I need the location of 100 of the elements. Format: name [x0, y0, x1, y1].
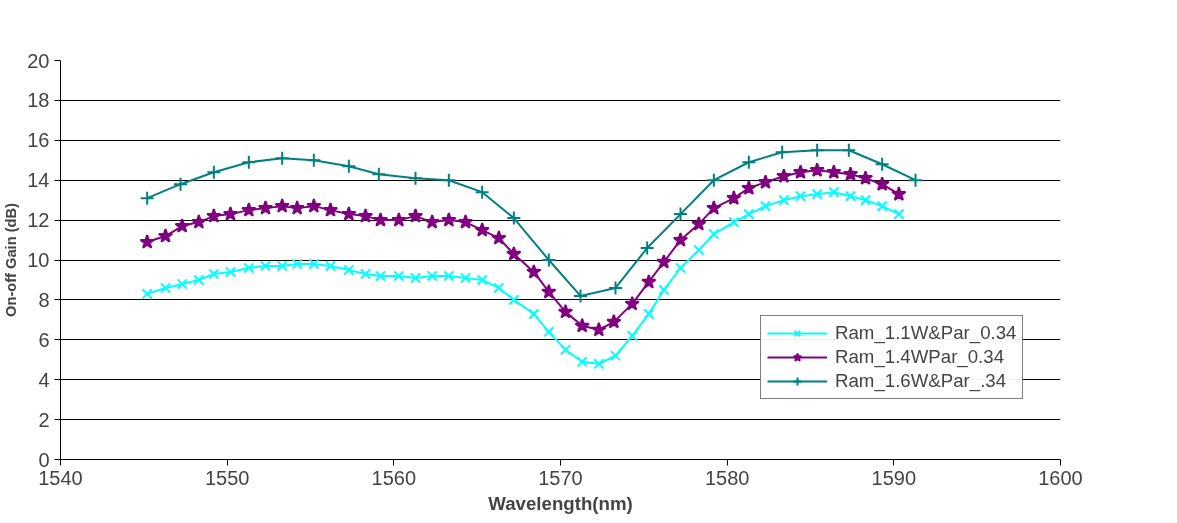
point	[224, 266, 237, 278]
point	[159, 282, 172, 294]
point	[508, 294, 520, 306]
y-tick-label: 6	[38, 328, 50, 351]
y-tick-label: 8	[38, 288, 50, 311]
point	[811, 188, 823, 200]
point	[844, 190, 857, 202]
point	[474, 184, 490, 200]
point	[208, 268, 220, 280]
point	[206, 164, 222, 180]
point	[792, 164, 809, 179]
legend-label: Ram_1.1W&Par_0.34	[835, 322, 1017, 344]
point	[656, 253, 672, 269]
point	[372, 212, 389, 227]
x-axis-title: Wavelength(nm)	[488, 492, 633, 514]
point	[606, 313, 622, 329]
point	[708, 228, 720, 240]
point	[276, 260, 288, 272]
point	[908, 172, 923, 188]
point	[357, 208, 374, 223]
point	[741, 180, 757, 195]
point	[674, 262, 687, 274]
point	[893, 208, 905, 220]
point	[874, 156, 890, 172]
point	[859, 194, 872, 206]
point	[359, 268, 372, 280]
point	[641, 273, 657, 289]
point	[289, 200, 305, 215]
point	[457, 214, 474, 229]
point	[506, 246, 522, 261]
point	[174, 218, 190, 233]
point	[424, 214, 440, 229]
y-tick-label: 14	[27, 169, 50, 192]
y-tick-label: 4	[38, 368, 50, 391]
point	[191, 214, 207, 229]
point	[741, 154, 757, 170]
point	[673, 206, 688, 222]
point	[609, 350, 622, 362]
x-tick-label: 1600	[1038, 466, 1083, 489]
point	[243, 262, 255, 274]
point	[541, 252, 557, 268]
point	[241, 202, 257, 217]
point	[474, 222, 490, 237]
point	[842, 166, 859, 181]
point	[841, 142, 857, 158]
point	[794, 190, 807, 202]
point	[891, 186, 907, 201]
point	[658, 284, 670, 296]
point	[726, 190, 742, 205]
x-tick-label: 1590	[871, 466, 917, 489]
point	[274, 150, 290, 166]
y-tick-label: 20	[27, 49, 50, 72]
point	[443, 270, 455, 282]
point	[459, 272, 472, 284]
y-tick-label: 10	[27, 249, 50, 271]
point	[322, 202, 339, 217]
point	[608, 280, 623, 296]
point	[776, 168, 792, 183]
y-tick-label: 2	[38, 408, 50, 431]
point	[193, 274, 205, 286]
point	[706, 172, 722, 188]
point	[559, 344, 572, 356]
point	[173, 176, 188, 192]
point	[139, 190, 155, 206]
point	[573, 288, 588, 304]
point	[728, 216, 740, 228]
point	[274, 198, 290, 213]
point	[624, 295, 640, 311]
point	[759, 200, 772, 212]
y-tick-label: 18	[27, 89, 50, 112]
y-axis-title: On-off Gain (dB)	[3, 202, 20, 317]
point	[493, 282, 505, 294]
point	[441, 212, 457, 227]
x-tick-label: 1560	[371, 466, 417, 489]
point	[809, 142, 825, 158]
point	[341, 158, 357, 174]
point	[557, 303, 574, 319]
point	[341, 206, 357, 221]
point	[222, 206, 239, 221]
point	[176, 278, 188, 290]
point	[876, 200, 888, 212]
point	[407, 208, 424, 223]
point	[206, 208, 222, 223]
point	[693, 244, 705, 256]
x-tick-label: 1550	[204, 466, 250, 489]
point	[409, 272, 422, 284]
point	[626, 330, 638, 342]
point	[639, 240, 655, 256]
point	[374, 270, 387, 282]
point	[306, 198, 322, 213]
point	[506, 210, 522, 226]
point	[241, 154, 257, 170]
point	[408, 170, 423, 186]
y-tick-label: 16	[27, 129, 50, 152]
point	[706, 200, 722, 215]
point	[541, 283, 557, 299]
y-tick-label: 12	[27, 209, 50, 232]
point	[371, 166, 387, 182]
point	[874, 176, 890, 191]
point	[574, 317, 590, 333]
